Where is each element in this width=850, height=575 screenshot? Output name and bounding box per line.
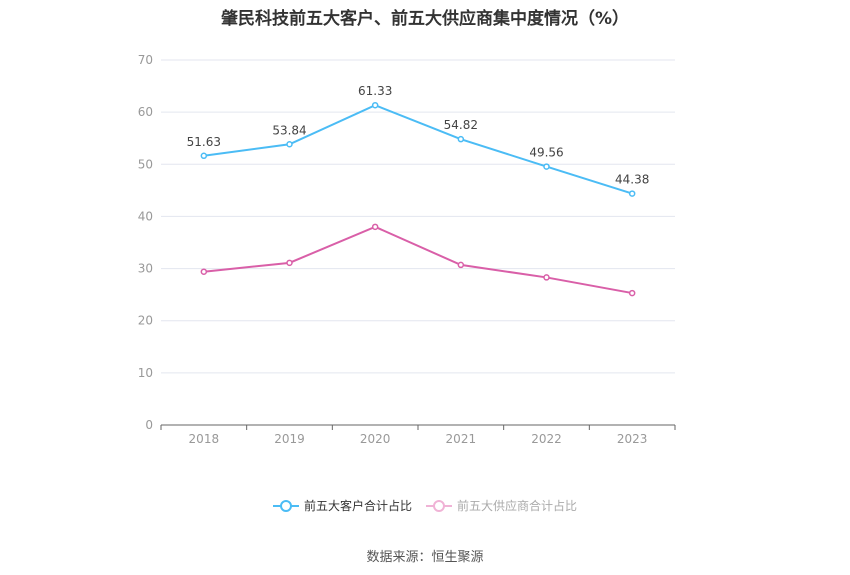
x-tick-label: 2023 [617, 432, 648, 446]
data-point [628, 190, 636, 197]
data-label: 53.84 [272, 123, 306, 137]
legend-item-suppliers[interactable]: 前五大供应商合计占比 [426, 497, 577, 514]
data-point [457, 135, 465, 143]
x-tick-label: 2019 [274, 432, 305, 446]
x-tick-label: 2020 [360, 432, 391, 446]
legend-item-customers[interactable]: 前五大客户合计占比 [272, 497, 412, 514]
y-tick-label: 60 [138, 105, 153, 119]
data-label: 54.82 [444, 118, 478, 132]
data-point [543, 163, 550, 170]
y-tick-label: 10 [138, 366, 153, 380]
legend-label: 前五大客户合计占比 [303, 499, 412, 513]
data-point [628, 289, 636, 297]
legend: 前五大客户合计占比 前五大供应商合计占比 [0, 497, 850, 514]
y-tick-label: 30 [138, 262, 153, 276]
y-tick-label: 20 [138, 314, 153, 328]
data-source: 数据来源：恒生聚源 [366, 550, 484, 565]
legend-label: 前五大供应商合计占比 [457, 499, 578, 513]
y-tick-label: 50 [138, 157, 153, 171]
data-point [457, 261, 465, 269]
x-tick-label: 2021 [446, 432, 477, 446]
series-line-1 [203, 225, 633, 295]
y-tick-label: 40 [138, 209, 153, 223]
data-point [543, 274, 550, 281]
legend-marker-icon [426, 499, 452, 512]
data-label: 61.33 [358, 84, 392, 98]
line-chart: 0 10 20 30 40 50 60 70 2018 2019 2020 2021 2022 2023 5… [138, 53, 676, 446]
data-point [286, 259, 293, 267]
data-label: 49.56 [529, 146, 563, 160]
data-point [286, 141, 293, 148]
data-point [200, 152, 208, 160]
data-point [371, 223, 379, 231]
legend-marker-icon [272, 499, 299, 512]
chart-title: 肇民科技前五大客户、前五大供应商集中度情况（%） [220, 9, 630, 29]
x-tick-label: 2018 [189, 432, 220, 446]
data-label: 51.63 [187, 135, 221, 149]
data-label: 44.38 [615, 173, 649, 187]
x-tick-label: 2022 [531, 432, 562, 446]
series-line-0 [203, 104, 633, 195]
data-point [371, 101, 379, 109]
y-tick-label: 0 [145, 418, 153, 432]
y-tick-label: 70 [138, 53, 153, 67]
data-point [200, 268, 208, 275]
